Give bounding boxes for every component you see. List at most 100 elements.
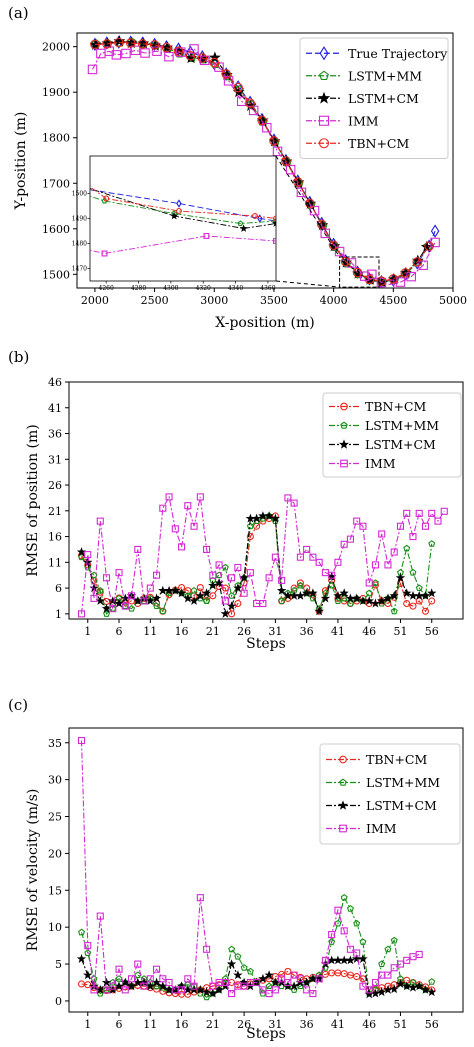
x-tick-label: 51 [393,1018,407,1031]
data-point-imm [146,975,154,983]
data-point-imm [271,553,279,561]
data-point-lstm-cm [76,953,87,963]
y-tick-label: 1600 [42,223,70,236]
data-point-imm [371,978,379,987]
legend-box [299,37,449,159]
legend-marker-lstm-mm [339,778,347,786]
data-point-imm [96,912,104,920]
data-point-lstm-mm [328,938,336,945]
legend-label-lstm-cm: LSTM+CM [365,437,436,452]
y-tick-label: 1900 [42,86,70,99]
data-point-lstm-cm [95,596,105,605]
data-point-imm [409,953,417,961]
x-tick-label: 2500 [141,294,169,307]
data-point-lstm-mm [165,589,173,597]
data-point-tbn-cm [281,156,291,166]
legend-label-tbn-cm: TBN+CM [348,136,409,151]
data-point-imm [228,574,236,582]
data-point-imm [353,949,361,957]
data-point-tbn-cm [352,267,363,278]
data-point-imm [367,269,377,280]
data-point-imm [284,494,292,502]
legend-label-imm: IMM [348,113,379,128]
data-point-tbn-cm [340,970,348,978]
data-point-tbn-cm [305,198,315,209]
data-point-lstm-mm [159,607,167,615]
data-point-imm [253,978,261,987]
data-point-lstm-mm [340,894,348,901]
data-point-lstm-mm [371,579,379,586]
data-point-imm [209,982,217,990]
x-tick-label: 21 [206,1018,220,1031]
data-point-tbn-cm [102,39,112,49]
series-group [76,736,437,1001]
trajectory-chart: 2000 2500 3000 3500 4000 4500 5000 1500 1600 1700… [13,32,467,331]
data-point-lstm-cm [95,984,105,994]
data-point-imm [334,558,342,566]
data-point-tbn-cm [269,136,279,146]
data-point-lstm-cm [208,580,218,590]
data-point-tbn-cm [412,257,422,267]
x-tick-label: 26 [237,625,251,638]
inset-data-point-tbn-cm [176,208,182,214]
data-point-imm [303,545,311,553]
data-point-imm [134,545,142,553]
data-point-imm [184,502,192,510]
x-tick-label: 3500 [260,294,288,307]
data-point-imm [303,986,311,994]
data-point-lstm-cm [108,596,118,605]
data-point-lstm-cm [270,977,281,987]
data-point-imm [90,986,98,994]
data-point-imm [102,574,111,582]
data-point-imm [415,509,423,517]
data-point-imm [315,975,323,983]
data-point-imm [285,164,296,175]
data-point-tbn-cm [246,533,254,541]
data-point-tbn-cm [221,584,229,592]
data-point-lstm-cm [83,557,93,567]
inset-data-point-lstm-mm [101,197,108,204]
data-point-tbn-cm [245,98,255,108]
data-point-imm [309,553,317,561]
data-point-lstm-cm [226,959,237,968]
inset-series-line-lstm-cm [90,188,276,229]
data-point-imm [409,533,417,541]
data-point-lstm-cm [89,583,99,593]
data-point-imm [109,982,117,990]
x-tick-label: 26 [237,1018,251,1031]
x-tick-label: 31 [268,1018,282,1031]
data-point-lstm-mm [409,568,417,576]
data-point-lstm-cm [214,577,224,587]
data-point-lstm-cm [201,588,212,598]
data-point-imm [328,930,336,939]
data-point-imm [196,493,204,501]
data-point-lstm-cm [395,979,406,988]
data-point-imm [259,986,267,994]
data-point-imm [421,522,430,530]
x-tick-label: 6 [116,1018,123,1031]
y-axis-label: RMSE of position (m) [25,424,41,576]
data-point-imm [84,942,92,950]
data-point-lstm-mm [296,581,304,589]
data-point-lstm-cm [151,977,162,987]
data-point-lstm-cm [239,977,249,987]
y-tick-label: 30 [48,774,62,787]
data-point-lstm-mm [203,993,211,1001]
data-point-imm [115,569,123,577]
data-point-lstm-cm [239,572,249,582]
data-point-lstm-mm [384,945,392,953]
data-point-imm [159,504,167,512]
data-point-imm [153,571,161,579]
data-point-lstm-mm [121,602,129,610]
inset-data-point-lstm-cm [239,224,248,232]
data-point-true-trajectory [174,42,183,56]
data-point-lstm-mm [334,597,342,604]
legend-label-lstm-mm: LSTM+MM [348,68,422,83]
x-axis-label: Steps [246,636,286,652]
y-tick-label: 36 [48,428,62,441]
data-point-true-trajectory [102,36,112,50]
data-point-lstm-cm [133,977,143,987]
data-point-lstm-mm [84,949,92,956]
inset-x-tick-label: 4320 [196,285,211,292]
data-point-imm [228,990,236,998]
